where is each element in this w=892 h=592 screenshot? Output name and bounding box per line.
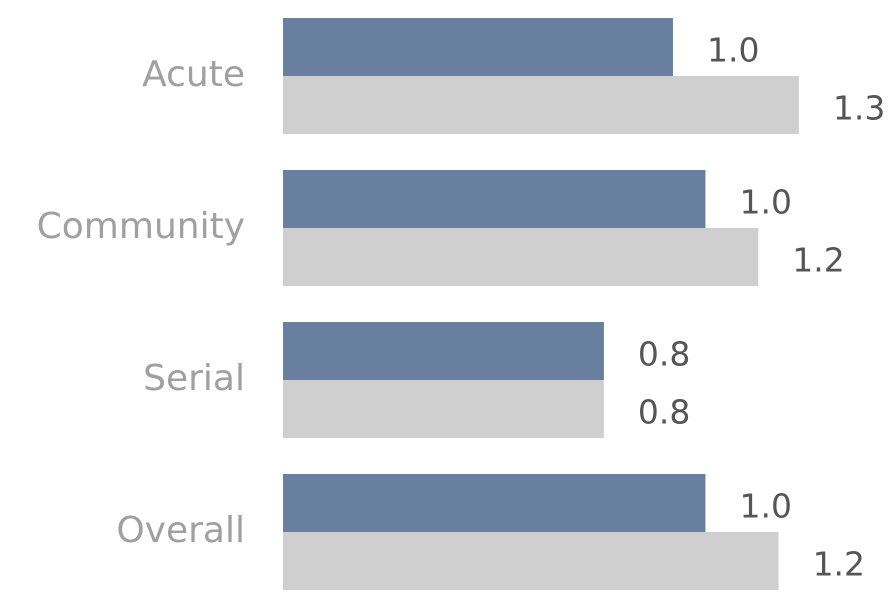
category-label: Community	[37, 206, 245, 247]
category-label: Acute	[142, 54, 245, 95]
bar	[283, 322, 604, 380]
bar	[283, 532, 779, 590]
bar	[283, 170, 706, 228]
value-label: 1.2	[813, 545, 865, 584]
bar	[283, 76, 799, 134]
value-label: 0.8	[638, 335, 690, 374]
bar	[283, 474, 706, 532]
bar	[283, 228, 759, 286]
bar	[283, 18, 673, 76]
value-label: 0.8	[638, 393, 690, 432]
value-label: 1.0	[707, 31, 759, 70]
value-label: 1.0	[739, 183, 791, 222]
category-label: Serial	[143, 358, 245, 399]
value-label: 1.2	[792, 241, 844, 280]
value-label: 1.3	[833, 89, 885, 128]
category-label: Overall	[116, 510, 245, 551]
bar	[283, 380, 604, 438]
value-label: 1.0	[739, 487, 791, 526]
